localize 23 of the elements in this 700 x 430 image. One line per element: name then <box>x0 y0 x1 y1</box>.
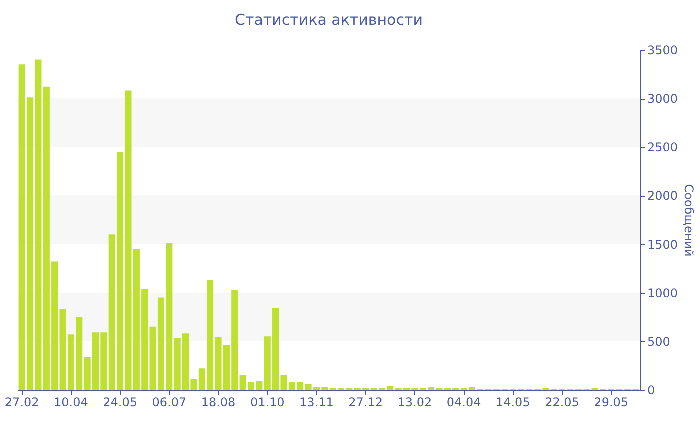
x-tick-label: 27.12 <box>348 396 384 410</box>
x-tick-label: 01.10 <box>250 396 285 410</box>
y-tick-label: 3500 <box>648 44 678 58</box>
x-tick-label: 04.04 <box>446 396 482 410</box>
x-tick-label: 27.02 <box>4 396 40 410</box>
y-tick-label: 2000 <box>648 189 678 204</box>
x-tick-label: 29.05 <box>594 396 629 410</box>
y-tick-label: 2500 <box>648 140 678 155</box>
y-tick-label: 1000 <box>648 286 678 300</box>
x-tick-label: 24.05 <box>103 396 138 410</box>
x-tick-label: 18.08 <box>201 396 236 410</box>
y-tick-label: 0 <box>648 384 656 398</box>
x-tick-label: 13.11 <box>300 396 334 410</box>
x-tick-label: 14.05 <box>496 396 530 410</box>
x-tick-label: 13.02 <box>398 396 432 410</box>
y-tick-label: 3000 <box>648 92 678 106</box>
x-tick-label: 06.07 <box>152 396 187 410</box>
x-tick-label: 10.04 <box>54 396 88 410</box>
x-tick-label: 22.05 <box>545 396 580 410</box>
chart-title: Статистика активности <box>235 11 423 29</box>
y-axis-title: Сообщений <box>682 184 696 257</box>
y-tick-label: 1500 <box>648 238 678 252</box>
y-tick-label: 500 <box>648 334 670 349</box>
